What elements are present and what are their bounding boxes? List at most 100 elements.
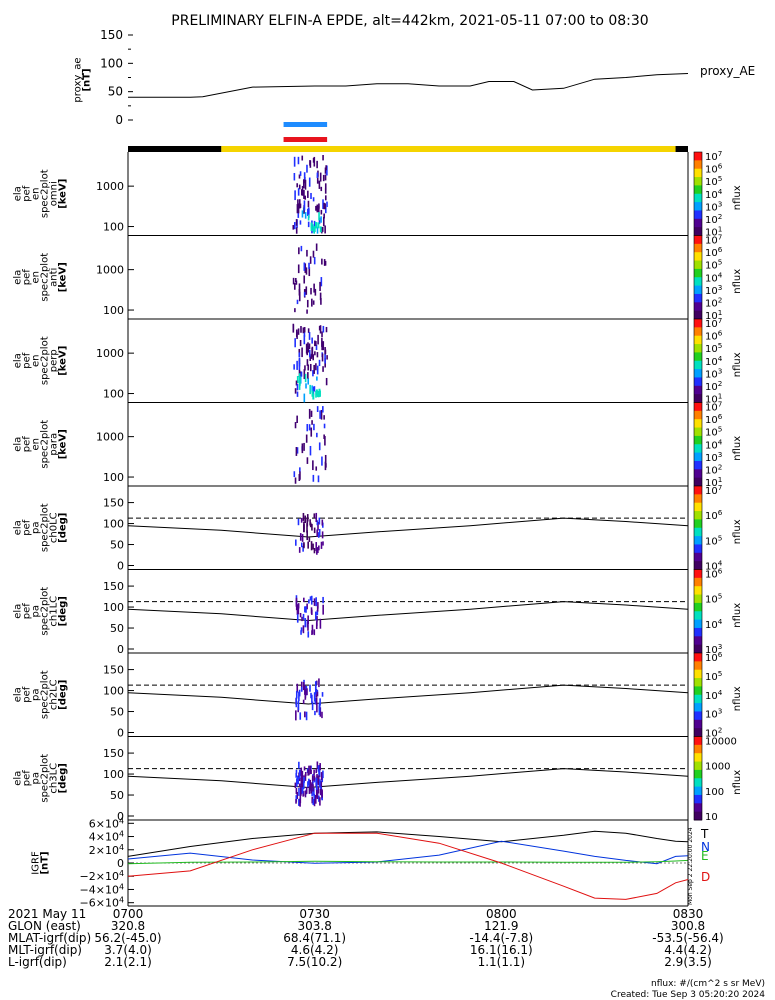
colorbar-segment [694, 458, 702, 462]
colorbar-segment [694, 742, 702, 746]
pa-data-pixel [313, 527, 316, 534]
spec-data-pixel [313, 283, 315, 293]
igrf-ytick-label: 6×104 [89, 816, 124, 830]
spec-data-pixel [307, 364, 310, 371]
pa-data-pixel [316, 616, 318, 622]
colorbar-tick-label: 102 [705, 726, 722, 740]
colorbar-segment [694, 797, 702, 800]
pa-data-pixel [311, 694, 313, 704]
pa-data-pixel [295, 788, 298, 794]
pa-data-pixel [302, 613, 305, 620]
colorbar-tick-label: 105 [705, 669, 722, 683]
spec-data-pixel [303, 369, 306, 380]
colorbar-segment [694, 784, 702, 788]
spec-data-pixel [300, 371, 303, 377]
colorbar-segment [694, 200, 702, 203]
pa-ylabel-line: [deg] [58, 763, 69, 793]
pa-data-pixel [303, 597, 305, 603]
spec-data-pixel [322, 155, 324, 161]
colorbar-segment [694, 632, 702, 635]
pa-data-pixel [313, 598, 316, 606]
pa-data-pixel [295, 795, 298, 802]
colorbar-segment [694, 799, 702, 802]
ephemeris-value: -14.4(-7.8) [469, 931, 533, 945]
spec-data-pixel [313, 364, 315, 374]
colorbar-label: nflux [732, 436, 743, 461]
pa-data-pixel [315, 697, 318, 705]
colorbar-segment [694, 565, 702, 568]
igrf-line-N [127, 840, 689, 865]
colorbar-segment [694, 511, 702, 514]
ephemeris-value: 68.4(71.1) [283, 931, 346, 945]
colorbar-tick-label: 106 [705, 508, 723, 522]
colorbar-segment [694, 567, 702, 570]
spec-data-pixel [326, 201, 328, 208]
loss-cone-solid [127, 768, 689, 789]
colorbar-segment [694, 780, 702, 783]
spec-data-pixel [292, 277, 295, 285]
pa-data-pixel [311, 788, 313, 797]
colorbar-segment [694, 790, 702, 794]
pa-data-pixel [295, 597, 298, 603]
colorbar-segment [694, 506, 702, 510]
colorbar-segment [694, 730, 702, 733]
colorbar-segment [694, 319, 702, 322]
spec-data-pixel [315, 466, 318, 471]
colorbar-segment [694, 437, 702, 441]
pa-data-pixel [319, 707, 322, 717]
pa-data-pixel [313, 629, 316, 636]
colorbar-segment [694, 206, 702, 209]
pa-data-pixel [296, 614, 299, 623]
igrf-stamp: Mon Sep 2 22:20:00 2024 [687, 827, 694, 905]
spec-data-pixel [307, 221, 310, 228]
colorbar-segment [694, 696, 702, 700]
pitch-angle-panels: 150100500elapefpaspec2plotch0LC[deg]1071… [13, 483, 744, 823]
pa-data-pixel [316, 529, 318, 537]
colorbar-segment [694, 602, 702, 606]
spec-data-pixel [293, 364, 295, 370]
colorbar-segment [694, 488, 702, 491]
colorbar-segment [694, 586, 702, 589]
colorbar-tick-label: 104 [705, 688, 723, 702]
colorbar-tick-label: 104 [705, 270, 723, 284]
colorbar-segment [694, 154, 702, 157]
spec-data-pixel [294, 190, 296, 201]
pa-colorbar: 107 106 105 104 nflux [693, 483, 743, 573]
igrf-legend-D: D [701, 870, 710, 884]
spec-data-pixel [301, 347, 303, 358]
spec-data-pixel [310, 222, 313, 229]
colorbar-segment [694, 682, 702, 685]
pa-data-pixel [295, 599, 298, 607]
pa-data-pixel [322, 596, 324, 604]
spec-data-pixel [320, 216, 322, 223]
spec-data-pixel [324, 260, 327, 266]
spec-data-pixel [313, 220, 316, 230]
colorbar-segment [694, 563, 702, 566]
ephemeris-value: 121.9 [484, 919, 518, 933]
colorbar-segment [694, 325, 702, 328]
pa-data-pixel [318, 775, 320, 783]
colorbar-segment [694, 410, 702, 414]
spec-ytick-label: 100 [103, 221, 124, 234]
colorbar-segment [694, 519, 702, 522]
colorbar-segment [694, 621, 702, 625]
spec-data-pixel [294, 338, 296, 348]
colorbar-segment [694, 333, 702, 337]
spec-data-pixel [308, 424, 311, 431]
spec-data-pixel [311, 385, 313, 393]
colorbar-segment [694, 594, 702, 598]
status-segment-black [675, 146, 688, 152]
pa-ylabel-line: ch2LC [49, 679, 60, 710]
colorbar-segment [694, 807, 702, 811]
colorbar-segment [694, 508, 702, 512]
pa-data-pixel [309, 684, 311, 692]
colorbar-segment [694, 642, 702, 646]
pa-ylabel-line: pef [22, 686, 33, 703]
colorbar-segment [694, 479, 702, 483]
colorbar-segment [694, 356, 702, 360]
colorbar-segment [694, 613, 702, 616]
spec-data-pixel [303, 200, 306, 211]
colorbar-segment [694, 302, 702, 305]
colorbar-segment [694, 496, 702, 500]
